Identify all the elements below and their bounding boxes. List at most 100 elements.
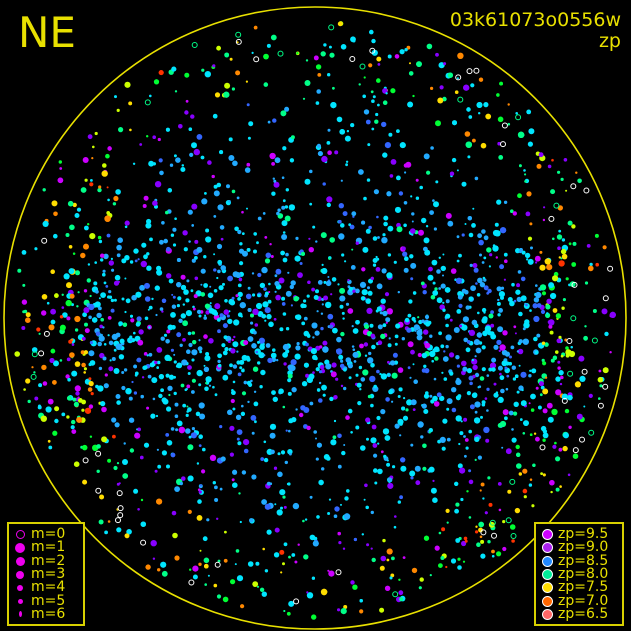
star-point <box>282 231 286 234</box>
star-point <box>232 407 236 411</box>
star-point <box>174 90 178 93</box>
star-point <box>525 303 528 307</box>
star-point <box>143 195 149 201</box>
star-point <box>130 318 135 323</box>
star-point <box>84 328 90 333</box>
star-point <box>425 225 429 228</box>
star-point <box>200 283 203 286</box>
star-point <box>129 338 133 342</box>
star-point <box>451 157 457 163</box>
star-point <box>274 527 280 533</box>
star-point <box>154 360 158 365</box>
star-point <box>602 367 609 374</box>
star-point <box>334 150 339 155</box>
star-point <box>253 390 257 393</box>
star-point <box>174 217 177 220</box>
star-point <box>556 234 563 240</box>
star-point <box>326 141 331 145</box>
star-point <box>103 253 109 260</box>
star-point <box>309 534 316 541</box>
star-point <box>98 297 101 300</box>
star-point <box>274 281 280 287</box>
star-point <box>414 465 421 472</box>
star-point <box>428 466 435 473</box>
star-point <box>404 256 409 262</box>
star-point <box>82 157 89 163</box>
star-point <box>449 352 455 358</box>
star-point <box>500 227 507 234</box>
star-point <box>456 169 459 172</box>
star-point <box>159 239 164 245</box>
star-point <box>38 332 41 335</box>
magnitude-legend-label: m=1 <box>31 539 66 556</box>
star-point <box>89 294 92 298</box>
star-point <box>187 475 194 482</box>
star-point <box>501 349 508 356</box>
star-point <box>237 297 242 301</box>
star-point <box>174 414 179 419</box>
star-point <box>154 285 160 291</box>
star-point <box>144 316 149 321</box>
star-point <box>365 228 371 234</box>
star-point <box>386 308 393 315</box>
star-point <box>260 457 265 461</box>
star-point <box>344 135 351 142</box>
star-point <box>253 25 258 30</box>
star-point <box>90 179 93 182</box>
star-point <box>496 339 502 345</box>
star-point <box>136 428 138 431</box>
star-point <box>525 211 531 217</box>
star-point <box>546 264 553 271</box>
star-point <box>236 575 244 582</box>
star-point <box>409 470 416 477</box>
star-point <box>369 375 376 383</box>
star-point <box>270 449 275 455</box>
star-point <box>388 337 391 340</box>
star-point <box>76 207 82 212</box>
star-point <box>204 355 211 362</box>
star-point <box>337 433 342 439</box>
star-point <box>365 119 371 125</box>
star-point <box>156 366 159 369</box>
star-point <box>509 300 515 307</box>
star-point <box>129 128 132 132</box>
star-point <box>272 348 276 352</box>
star-point <box>421 217 427 224</box>
star-point <box>482 497 485 500</box>
bright-star-ring <box>539 444 546 451</box>
star-point <box>583 405 586 408</box>
star-point <box>379 372 382 376</box>
star-point <box>483 256 487 260</box>
star-point <box>131 338 136 343</box>
star-point <box>304 80 311 86</box>
star-point <box>472 263 478 268</box>
star-point <box>216 276 219 280</box>
star-point <box>379 607 385 613</box>
star-point <box>174 402 179 407</box>
star-point <box>224 52 230 58</box>
star-point <box>166 440 173 446</box>
star-point <box>343 368 347 372</box>
star-point <box>137 339 144 346</box>
star-point <box>111 357 116 361</box>
zp-legend-entry: zp=9.5 <box>536 527 622 541</box>
star-point <box>519 164 522 168</box>
star-point <box>480 482 485 487</box>
star-point <box>513 299 517 303</box>
star-point <box>571 262 577 267</box>
star-point <box>390 573 395 578</box>
star-point <box>159 170 164 176</box>
star-point <box>94 261 97 264</box>
star-point <box>571 224 576 229</box>
star-point <box>206 518 210 522</box>
star-point <box>124 533 130 539</box>
star-point <box>88 381 94 387</box>
star-point <box>214 303 221 310</box>
star-point <box>84 225 89 231</box>
star-point <box>93 281 98 286</box>
star-point <box>318 370 323 374</box>
star-point <box>497 142 501 146</box>
star-point <box>176 304 180 308</box>
star-point <box>163 238 168 244</box>
